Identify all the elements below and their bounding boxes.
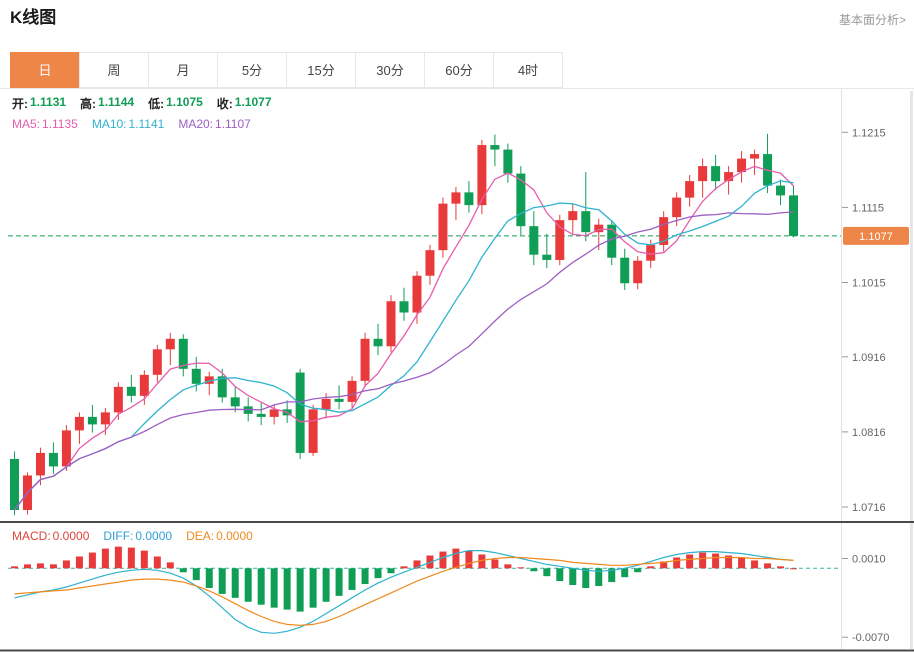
fundamental-analysis-link[interactable]: 基本面分析> [838, 13, 906, 27]
timeframe-tabbar: 日周月 5分 15分 30分 60分 4时 [0, 52, 914, 89]
svg-text:1.1115: 1.1115 [852, 202, 884, 214]
candlestick-macd-chart[interactable]: 1.1215 1.1115 1.1015 1.0916 1.0816 1.0716 1.10… [0, 89, 914, 652]
tab-month[interactable]: 月 [148, 52, 218, 88]
tab-60min[interactable]: 60分 [424, 52, 494, 88]
tab-15min[interactable]: 15分 [286, 52, 356, 88]
page-header: K线图 基本面分析> [0, 0, 914, 52]
svg-text:-0.0070: -0.0070 [852, 632, 889, 644]
svg-text:1.1077: 1.1077 [859, 231, 893, 243]
svg-text:1.0916: 1.0916 [852, 352, 886, 364]
chart-area[interactable]: 1.1215 1.1115 1.1015 1.0916 1.0816 1.0716 1.10… [0, 89, 914, 652]
tab-5min[interactable]: 5分 [217, 52, 287, 88]
svg-text:1.0716: 1.0716 [852, 502, 886, 514]
tab-day[interactable]: 日 [10, 52, 80, 88]
svg-text:1.1215: 1.1215 [852, 127, 886, 139]
svg-text:1.0816: 1.0816 [852, 427, 886, 439]
tab-week[interactable]: 周 [79, 52, 149, 88]
tab-4hour[interactable]: 4时 [493, 52, 563, 88]
tab-30min[interactable]: 30分 [355, 52, 425, 88]
page-title: K线图 [10, 8, 57, 27]
svg-text:1.1015: 1.1015 [852, 277, 886, 289]
svg-text:0.0010: 0.0010 [852, 553, 886, 565]
